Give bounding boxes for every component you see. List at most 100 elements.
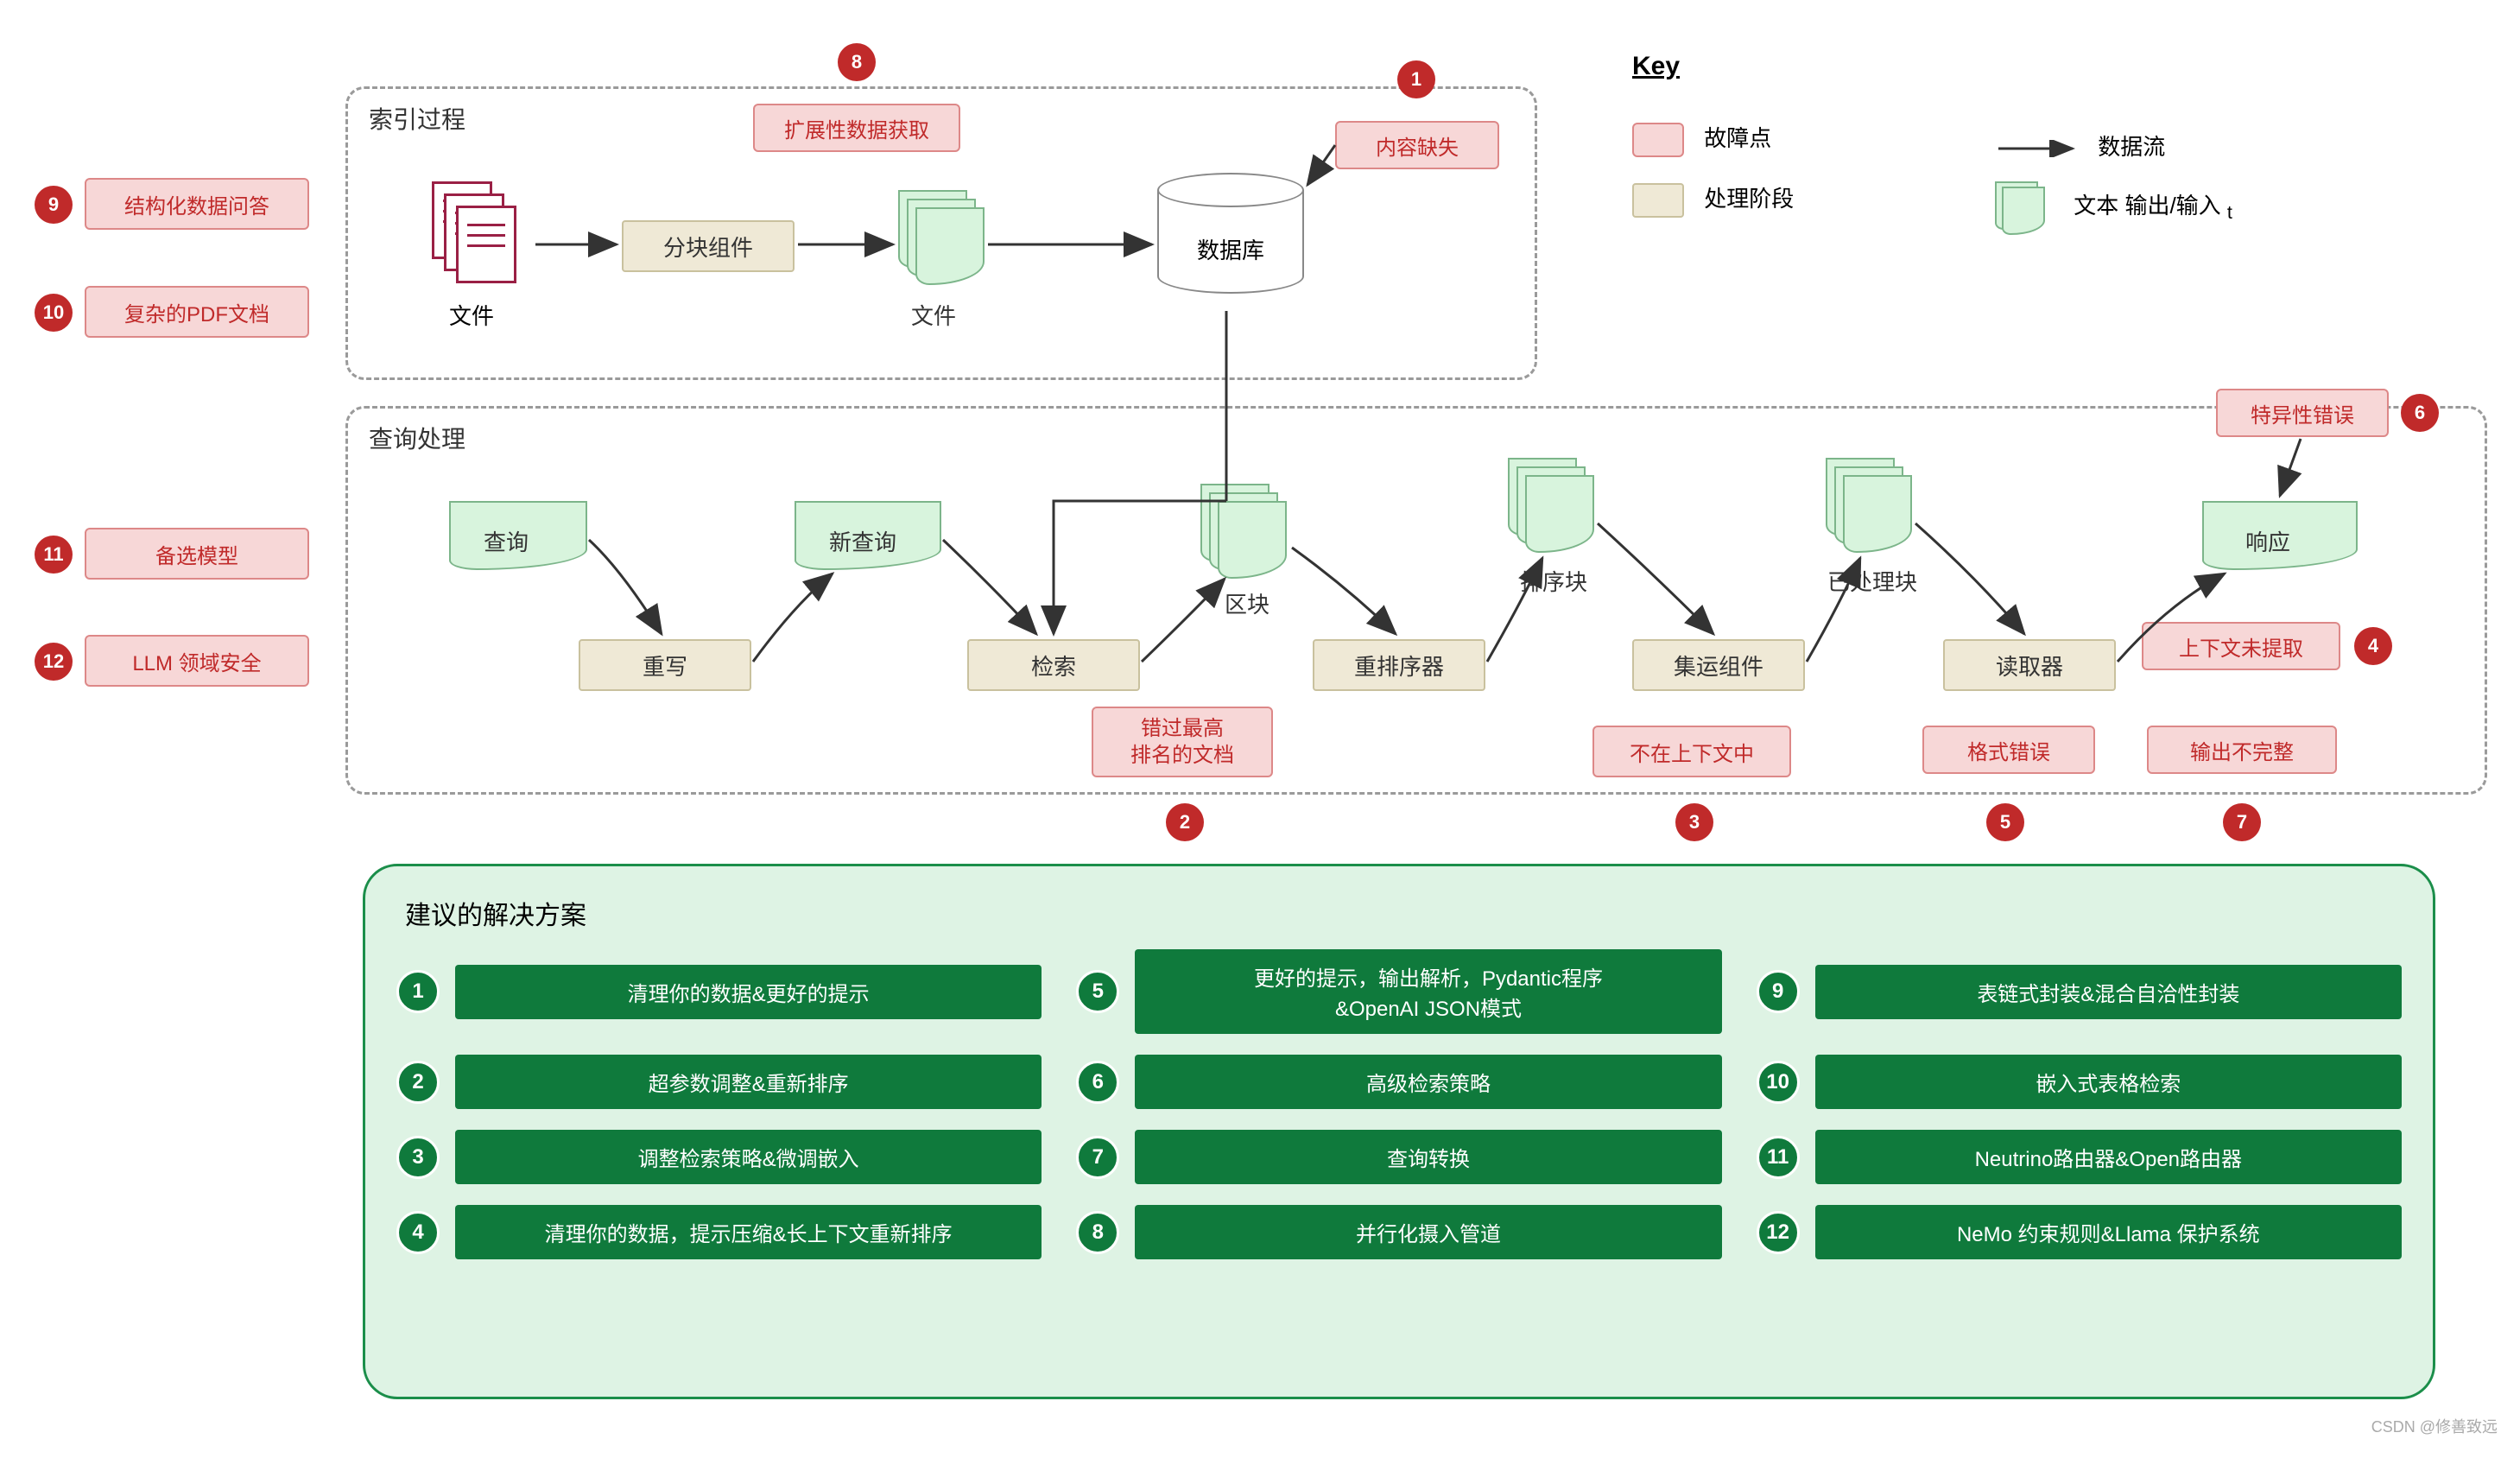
solution-item: 10 嵌入式表格检索: [1757, 1055, 2402, 1109]
solutions-panel: 建议的解决方案 1清理你的数据&更好的提示5更好的提示，输出解析，Pydanti…: [363, 864, 2435, 1399]
stage-retrieve: 检索: [967, 639, 1140, 691]
solution-label: 更好的提示，输出解析，Pydantic程序 &OpenAI JSON模式: [1135, 949, 1721, 1034]
doc-response-label: 响应: [2245, 525, 2290, 557]
key-stage: 处理阶段: [1632, 181, 1794, 218]
key-title: Key: [1632, 52, 1680, 81]
group-query-label: 查询处理: [369, 421, 465, 455]
solution-item: 11 Neutrino路由器&Open路由器: [1757, 1130, 2402, 1184]
solution-item: 1 清理你的数据&更好的提示: [396, 949, 1042, 1034]
files-label: 文件: [449, 299, 494, 331]
failure-3: 不在上下文中: [1592, 726, 1791, 777]
stage-rewrite: 重写: [579, 639, 751, 691]
failure-11: 备选模型: [85, 528, 309, 580]
doc-newquery-label: 新查询: [829, 525, 896, 557]
key-io-label: 文本 输出/输入: [2074, 193, 2220, 219]
stage-reader: 读取器: [1943, 639, 2116, 691]
solution-number: 6: [1076, 1061, 1119, 1104]
solution-number: 11: [1757, 1136, 1800, 1179]
doc-query-label: 查询: [484, 525, 529, 557]
solutions-grid: 1清理你的数据&更好的提示5更好的提示，输出解析，Pydantic程序 &Ope…: [396, 949, 2402, 1259]
solution-number: 1: [396, 970, 440, 1013]
failure-8-label: 扩展性数据获取: [784, 113, 929, 143]
solution-item: 8 并行化摄入管道: [1076, 1205, 1721, 1259]
doc-chunks-label: 文件: [911, 299, 956, 331]
solution-label: 并行化摄入管道: [1135, 1205, 1721, 1259]
failure-2-label: 错过最高排名的文档: [1130, 715, 1234, 769]
failure-1: 内容缺失: [1335, 121, 1499, 169]
solution-item: 7 查询转换: [1076, 1130, 1721, 1184]
group-indexing-label: 索引过程: [369, 101, 465, 136]
solution-label: 表链式封装&混合自洽性封装: [1815, 965, 2402, 1019]
failure-4: 上下文未提取: [2142, 622, 2340, 670]
key-failure-label: 故障点: [1704, 125, 1771, 151]
solutions-title: 建议的解决方案: [405, 894, 2402, 932]
solution-number: 12: [1757, 1211, 1800, 1254]
stage-chunking: 分块组件: [622, 220, 795, 272]
doc-ranked-label: 排序块: [1520, 565, 1587, 597]
circle-6: 6: [2401, 394, 2439, 432]
solution-number: 7: [1076, 1136, 1119, 1179]
circle-1: 1: [1397, 60, 1435, 98]
failure-5: 格式错误: [1922, 726, 2095, 774]
solution-label: 清理你的数据&更好的提示: [455, 965, 1042, 1019]
doc-processed-label: 已处理块: [1827, 565, 1917, 597]
failure-7: 输出不完整: [2147, 726, 2337, 774]
solution-item: 2 超参数调整&重新排序: [396, 1055, 1042, 1109]
stage-collect: 集运组件: [1632, 639, 1805, 691]
circle-4: 4: [2354, 627, 2392, 665]
circle-2: 2: [1166, 803, 1204, 841]
stage-rerank-label: 重排序器: [1354, 650, 1444, 681]
swatch-stage: [1632, 183, 1684, 218]
key-stage-label: 处理阶段: [1704, 186, 1794, 212]
failure-3-label: 不在上下文中: [1630, 737, 1754, 767]
circle-10: 10: [35, 294, 73, 332]
stage-rewrite-label: 重写: [643, 650, 687, 681]
solution-number: 9: [1757, 970, 1800, 1013]
solution-item: 9 表链式封装&混合自洽性封装: [1757, 949, 2402, 1034]
failure-1-label: 内容缺失: [1376, 130, 1459, 161]
database-label: 数据库: [1157, 233, 1304, 265]
solution-label: 超参数调整&重新排序: [455, 1055, 1042, 1109]
failure-12: LLM 领域安全: [85, 635, 309, 687]
failure-12-label: LLM 领域安全: [132, 646, 261, 676]
failure-9: 结构化数据问答: [85, 178, 309, 230]
failure-11-label: 备选模型: [155, 539, 238, 569]
solution-item: 4清理你的数据，提示压缩&长上下文重新排序: [396, 1205, 1042, 1259]
solution-label: 查询转换: [1135, 1130, 1721, 1184]
swatch-failure: [1632, 123, 1684, 157]
circle-12: 12: [35, 643, 73, 681]
failure-10-label: 复杂的PDF文档: [124, 297, 269, 327]
solution-number: 10: [1757, 1061, 1800, 1104]
failure-9-label: 结构化数据问答: [124, 189, 269, 219]
solution-label: 调整检索策略&微调嵌入: [455, 1130, 1042, 1184]
stage-rerank: 重排序器: [1313, 639, 1485, 691]
circle-3: 3: [1675, 803, 1713, 841]
failure-7-label: 输出不完整: [2190, 735, 2294, 765]
solution-item: 12NeMo 约束规则&Llama 保护系统: [1757, 1205, 2402, 1259]
solution-label: 嵌入式表格检索: [1815, 1055, 2402, 1109]
key-io-sub: t: [2227, 201, 2232, 223]
failure-6-label: 特异性错误: [2251, 398, 2354, 428]
solution-number: 8: [1076, 1211, 1119, 1254]
key-failure: 故障点: [1632, 121, 1771, 157]
solution-label: 高级检索策略: [1135, 1055, 1721, 1109]
solution-number: 4: [396, 1211, 440, 1254]
solution-label: Neutrino路由器&Open路由器: [1815, 1130, 2402, 1184]
key-flow-label: 数据流: [2098, 134, 2165, 160]
solution-number: 3: [396, 1136, 440, 1179]
stage-chunking-label: 分块组件: [663, 231, 753, 263]
stage-reader-label: 读取器: [1996, 650, 2063, 681]
stage-retrieve-label: 检索: [1031, 650, 1076, 681]
solution-item: 3 调整检索策略&微调嵌入: [396, 1130, 1042, 1184]
circle-9: 9: [35, 186, 73, 224]
solution-item: 6 高级检索策略: [1076, 1055, 1721, 1109]
circle-5: 5: [1986, 803, 2024, 841]
failure-6: 特异性错误: [2216, 389, 2389, 437]
failure-10: 复杂的PDF文档: [85, 286, 309, 338]
failure-8: 扩展性数据获取: [753, 104, 960, 152]
key-io: 文本 输出/输入 t: [1995, 181, 2232, 233]
circle-7: 7: [2223, 803, 2261, 841]
database-icon: 数据库: [1157, 173, 1304, 294]
solution-number: 2: [396, 1061, 440, 1104]
key-flow: 数据流: [1995, 130, 2165, 162]
